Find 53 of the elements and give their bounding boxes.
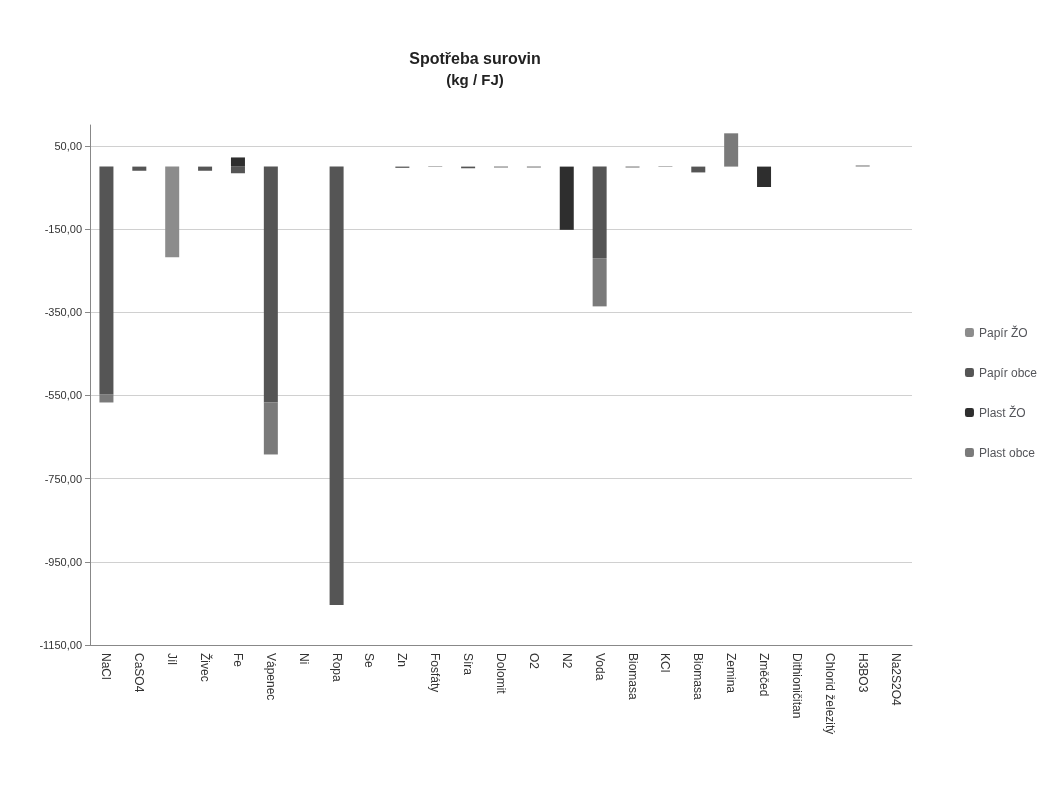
- bar: [99, 166, 114, 395]
- x-tick-label: Zemina: [724, 653, 739, 694]
- x-tick-label: Fosfáty: [428, 653, 443, 693]
- y-tick-label: -1150,00: [39, 639, 82, 651]
- x-tick-label: Živec: [198, 653, 214, 682]
- y-tick-label: -950,00: [44, 555, 82, 568]
- bar: [230, 157, 245, 167]
- bar: [329, 166, 344, 606]
- bar: [263, 166, 278, 403]
- chart-subtitle: (kg / FJ): [446, 71, 504, 88]
- x-tick-label: Voda: [592, 653, 607, 681]
- x-tick-label: Biomasa: [691, 653, 706, 701]
- x-tick-label: O2: [526, 653, 541, 670]
- legend-label: Plast obce: [978, 445, 1036, 460]
- x-tick-label: Zn: [395, 653, 410, 668]
- bar: [592, 258, 607, 307]
- x-tick-label: Se: [362, 653, 377, 668]
- chart-title: Spotřeba surovin: [409, 49, 541, 67]
- x-tick-label: Dolomit: [494, 653, 508, 695]
- bar: [165, 166, 180, 258]
- legend-label: Papír ŽO: [978, 324, 1028, 340]
- bar: [263, 402, 278, 455]
- legend-label: Papír obce: [978, 365, 1038, 380]
- bar: [724, 133, 739, 167]
- bar: [198, 166, 213, 171]
- y-tick-label: -550,00: [44, 389, 82, 402]
- bar: [757, 166, 772, 187]
- x-tick-label: KCl: [658, 653, 673, 673]
- x-tick-label: Fe: [230, 653, 245, 668]
- y-tick-label: 50,00: [54, 139, 82, 152]
- x-tick-label: Na2S2O4: [888, 653, 903, 707]
- x-tick-label: Biomasa: [625, 653, 640, 701]
- y-tick-label: -750,00: [44, 472, 82, 485]
- bar: [99, 394, 114, 403]
- bar: [230, 166, 245, 174]
- x-tick-label: H3BO3: [855, 653, 870, 693]
- x-tick-label: CaSO4: [132, 653, 147, 693]
- x-tick-label: Změčed: [757, 653, 772, 697]
- y-tick-label: -150,00: [44, 223, 82, 235]
- y-tick-label: -350,00: [44, 306, 82, 319]
- bar: [132, 166, 147, 171]
- x-tick-label: Chlorid železitý: [822, 653, 837, 735]
- legend-label: Plast ŽO: [978, 404, 1026, 420]
- x-tick-label: Dithioničitan: [789, 653, 804, 719]
- x-tick-label: N2: [559, 653, 574, 669]
- x-tick-label: Vápenec: [263, 653, 278, 701]
- x-tick-label: Ropa: [329, 653, 344, 683]
- bar: [592, 166, 607, 259]
- x-tick-label: Jíl: [165, 653, 180, 665]
- x-tick-label: Ni: [296, 653, 311, 665]
- x-tick-label: Síra: [461, 653, 476, 676]
- x-tick-label: NaCl: [99, 653, 114, 680]
- bar: [559, 166, 574, 230]
